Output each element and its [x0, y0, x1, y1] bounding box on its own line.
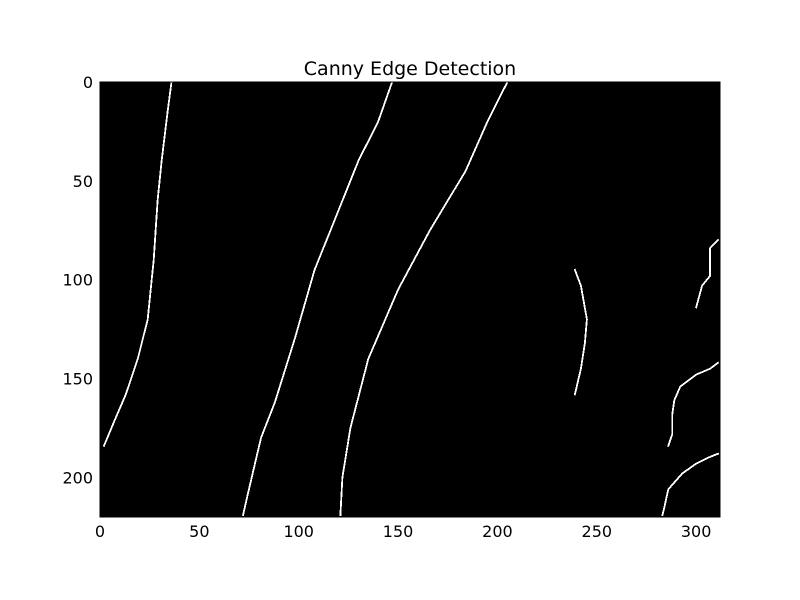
edge-lines [102, 80, 720, 517]
edge-line [661, 452, 720, 517]
x-tick-label: 200 [482, 522, 513, 541]
edge-line [667, 361, 720, 447]
edge-line [339, 80, 509, 516]
x-axis: 0 50 100 150 200 250 300 [95, 513, 712, 541]
x-tick-label: 300 [681, 522, 712, 541]
plot-border [99, 81, 721, 518]
x-tick-label: 150 [383, 522, 414, 541]
x-tick-label: 250 [582, 522, 613, 541]
image-background [100, 82, 720, 517]
x-tick-label: 100 [283, 522, 314, 541]
edge-line [695, 238, 720, 309]
x-tick-label: 50 [189, 522, 209, 541]
y-tick-label: 200 [62, 468, 93, 487]
y-tick-label: 0 [83, 73, 93, 92]
y-axis: 0 50 100 150 200 [62, 73, 104, 487]
edge-line [102, 80, 173, 447]
y-tick-label: 50 [73, 172, 93, 191]
x-tick-label: 0 [95, 522, 105, 541]
edge-line [573, 268, 588, 396]
y-tick-label: 100 [62, 271, 93, 290]
plot-area [99, 80, 721, 518]
chart-title: Canny Edge Detection [304, 58, 516, 80]
edge-line [242, 80, 394, 517]
y-tick-label: 150 [62, 370, 93, 389]
